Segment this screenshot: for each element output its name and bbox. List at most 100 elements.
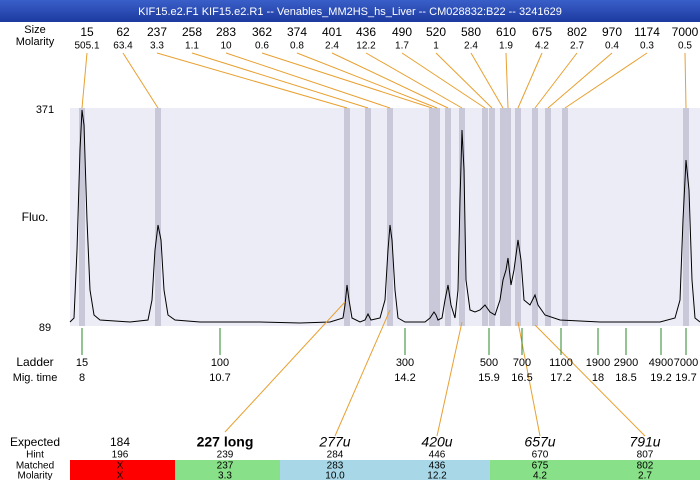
ladder-size: 500 xyxy=(480,357,498,369)
ladder-time: 19.7 xyxy=(675,372,696,384)
peak-band xyxy=(155,108,161,326)
peak-molarity: 10 xyxy=(220,41,232,52)
peak-link xyxy=(122,52,159,109)
matched: 237 xyxy=(217,461,234,472)
peak-size: 7000 xyxy=(672,25,699,39)
peak-band xyxy=(344,108,350,326)
matched-label: Matched xyxy=(16,461,54,472)
hint: 239 xyxy=(217,450,234,461)
ladder-size: 1100 xyxy=(549,357,573,369)
ladder-size: 2900 xyxy=(614,357,638,369)
expected-size: 227 long xyxy=(197,434,254,450)
peak-link xyxy=(435,52,493,109)
peak-size: 675 xyxy=(532,25,552,39)
peak-size: 490 xyxy=(392,25,412,39)
peak-band xyxy=(505,108,511,326)
peak-size: 610 xyxy=(496,25,516,39)
ladder-time: 16.5 xyxy=(511,372,532,384)
peak-size: 374 xyxy=(287,25,307,39)
molarity-row-label: Molarity xyxy=(17,471,52,480)
peak-link xyxy=(547,52,613,109)
peak-size: 237 xyxy=(147,25,167,39)
peak-size: 580 xyxy=(461,25,481,39)
peak-molarity: 1.7 xyxy=(395,41,409,52)
peak-molarity: 2.4 xyxy=(325,41,339,52)
peak-link xyxy=(505,52,509,109)
peak-molarity: 0.6 xyxy=(255,41,269,52)
title-bar xyxy=(0,0,700,22)
peak-molarity: 2.4 xyxy=(464,41,478,52)
ladder-time: 15.9 xyxy=(478,372,499,384)
peak-molarity: 1.1 xyxy=(185,41,199,52)
ladder-size: 100 xyxy=(211,357,229,369)
peak-link xyxy=(156,52,348,109)
peak-band xyxy=(459,108,465,326)
peak-molarity: 0.8 xyxy=(290,41,304,52)
peak-molarity: 4.2 xyxy=(535,41,549,52)
matched-molarity: 12.2 xyxy=(427,471,447,480)
cell-green xyxy=(175,460,280,480)
match-line xyxy=(224,301,346,433)
peak-band xyxy=(500,108,506,326)
size-label: Size xyxy=(24,24,45,36)
cell-blue xyxy=(280,460,490,480)
peak-molarity: 0.4 xyxy=(605,41,619,52)
peak-molarity: 1.9 xyxy=(499,41,513,52)
peak-link xyxy=(684,52,687,109)
expected-label: Expected xyxy=(10,435,60,449)
matched-molarity: 3.3 xyxy=(218,471,232,480)
peak-link xyxy=(534,52,578,109)
peak-band xyxy=(445,108,451,326)
peak-link xyxy=(564,52,648,109)
title: KIF15.e2.F1 KIF15.e2.R1 -- Venables_MM2H… xyxy=(138,6,562,18)
ladder-size: 4900 xyxy=(649,357,673,369)
match-line xyxy=(334,309,391,437)
cell-red xyxy=(70,460,175,480)
molarity-label: Molarity xyxy=(16,36,55,48)
ladder-label: Ladder xyxy=(16,355,53,369)
ladder-size: 15 xyxy=(76,357,88,369)
peak-band xyxy=(365,108,371,326)
peak-size: 401 xyxy=(322,25,342,39)
ladder-size: 1900 xyxy=(586,357,610,369)
peak-link xyxy=(365,52,463,109)
y-max-label: 371 xyxy=(36,104,54,116)
peak-link xyxy=(401,52,486,109)
peak-molarity: 63.4 xyxy=(113,41,133,52)
expected-size: 657u xyxy=(524,434,555,450)
peak-link xyxy=(331,52,449,109)
peak-link xyxy=(296,52,438,109)
expected-size: 791u xyxy=(629,434,660,450)
peak-size: 802 xyxy=(567,25,587,39)
y-axis-label: Fluo. xyxy=(22,210,49,224)
matched: 283 xyxy=(327,461,344,472)
peak-band xyxy=(532,108,538,326)
peak-band xyxy=(562,108,568,326)
ladder-time: 19.2 xyxy=(650,372,671,384)
matched-molarity: X xyxy=(117,471,124,480)
matched-molarity: 2.7 xyxy=(638,471,652,480)
hint: 807 xyxy=(637,450,654,461)
matched-molarity: 4.2 xyxy=(533,471,547,480)
peak-size: 258 xyxy=(182,25,202,39)
peak-size: 62 xyxy=(116,25,130,39)
peak-molarity: 3.3 xyxy=(150,41,164,52)
peak-band xyxy=(683,108,689,326)
peak-size: 1174 xyxy=(634,25,660,39)
peak-band xyxy=(489,108,495,326)
trace xyxy=(69,109,700,324)
matched: 675 xyxy=(532,461,549,472)
expected-size: 184 xyxy=(110,435,130,449)
peak-molarity: 2.7 xyxy=(570,41,584,52)
ladder-time: 8 xyxy=(79,372,85,384)
peak-molarity: 505.1 xyxy=(74,41,99,52)
peak-band xyxy=(429,108,435,326)
peak-link xyxy=(225,52,391,109)
matched: 802 xyxy=(637,461,654,472)
matched: X xyxy=(117,461,124,472)
peak-size: 362 xyxy=(252,25,272,39)
peak-link xyxy=(81,52,88,109)
peak-band xyxy=(482,108,488,326)
peak-band xyxy=(434,108,440,326)
peak-molarity: 12.2 xyxy=(356,41,376,52)
